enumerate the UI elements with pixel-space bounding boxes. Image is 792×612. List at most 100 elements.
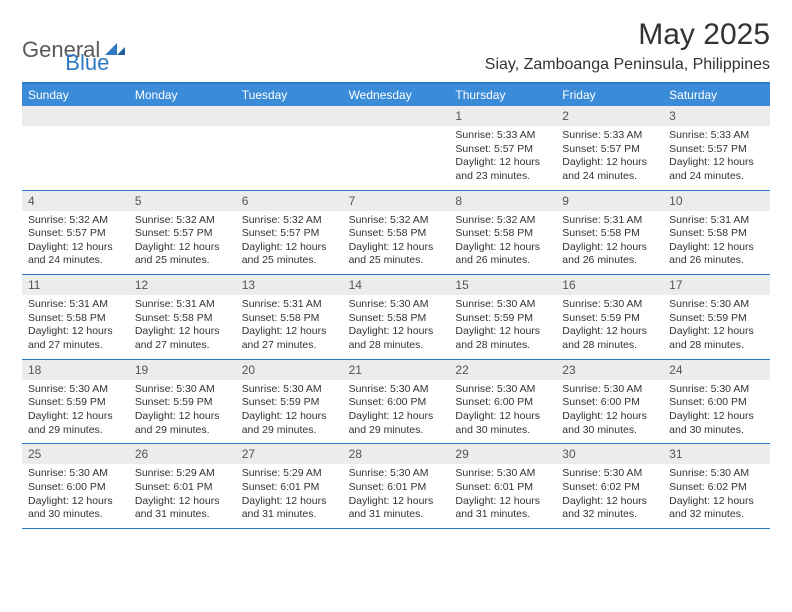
sunset-text: Sunset: 5:57 PM: [135, 227, 230, 241]
day-number: 12: [129, 275, 236, 295]
day-number: 30: [556, 444, 663, 464]
day-number-row: 3: [663, 106, 770, 126]
day-body: Sunrise: 5:32 AMSunset: 5:57 PMDaylight:…: [129, 211, 236, 275]
sunset-text: Sunset: 5:58 PM: [242, 312, 337, 326]
day-number: 10: [663, 191, 770, 211]
day-body: Sunrise: 5:30 AMSunset: 5:59 PMDaylight:…: [22, 380, 129, 444]
day-number: 20: [236, 360, 343, 380]
day-number-row: 12: [129, 275, 236, 295]
day-number: 29: [449, 444, 556, 464]
sunset-text: Sunset: 5:58 PM: [349, 312, 444, 326]
calendar-day-cell: 6Sunrise: 5:32 AMSunset: 5:57 PMDaylight…: [236, 191, 343, 275]
day-number-row: 10: [663, 191, 770, 211]
sunset-text: Sunset: 5:59 PM: [669, 312, 764, 326]
day-number-row: 25: [22, 444, 129, 464]
day-number: 16: [556, 275, 663, 295]
sunrise-text: Sunrise: 5:31 AM: [669, 214, 764, 228]
sunset-text: Sunset: 5:57 PM: [455, 143, 550, 157]
sunrise-text: Sunrise: 5:32 AM: [135, 214, 230, 228]
day-number: 27: [236, 444, 343, 464]
day-body: Sunrise: 5:32 AMSunset: 5:57 PMDaylight:…: [236, 211, 343, 275]
calendar-day-cell: 12Sunrise: 5:31 AMSunset: 5:58 PMDayligh…: [129, 275, 236, 359]
weekday-header: Sunday: [22, 84, 129, 106]
calendar-day-cell: 8Sunrise: 5:32 AMSunset: 5:58 PMDaylight…: [449, 191, 556, 275]
calendar-day-cell: 24Sunrise: 5:30 AMSunset: 6:00 PMDayligh…: [663, 360, 770, 444]
daylight-text: Daylight: 12 hours and 27 minutes.: [28, 325, 123, 352]
day-number-row: [343, 106, 450, 126]
calendar-day-cell: 5Sunrise: 5:32 AMSunset: 5:57 PMDaylight…: [129, 191, 236, 275]
weekday-header: Thursday: [449, 84, 556, 106]
header: General Blue May 2025 Siay, Zamboanga Pe…: [22, 18, 770, 76]
calendar-week-row: 11Sunrise: 5:31 AMSunset: 5:58 PMDayligh…: [22, 275, 770, 360]
sunset-text: Sunset: 6:00 PM: [349, 396, 444, 410]
sunrise-text: Sunrise: 5:30 AM: [669, 467, 764, 481]
sunset-text: Sunset: 6:00 PM: [562, 396, 657, 410]
sunrise-text: Sunrise: 5:30 AM: [28, 383, 123, 397]
daylight-text: Daylight: 12 hours and 31 minutes.: [455, 495, 550, 522]
day-number: 2: [556, 106, 663, 126]
day-number: 22: [449, 360, 556, 380]
title-block: May 2025 Siay, Zamboanga Peninsula, Phil…: [485, 18, 770, 74]
daylight-text: Daylight: 12 hours and 31 minutes.: [135, 495, 230, 522]
day-number: 4: [22, 191, 129, 211]
day-body: Sunrise: 5:30 AMSunset: 6:02 PMDaylight:…: [663, 464, 770, 528]
calendar-day-cell: 16Sunrise: 5:30 AMSunset: 5:59 PMDayligh…: [556, 275, 663, 359]
day-body: Sunrise: 5:29 AMSunset: 6:01 PMDaylight:…: [236, 464, 343, 528]
logo-word-2: Blue: [65, 50, 109, 76]
day-number-row: 15: [449, 275, 556, 295]
sunset-text: Sunset: 5:58 PM: [135, 312, 230, 326]
day-number-row: 14: [343, 275, 450, 295]
sunrise-text: Sunrise: 5:30 AM: [562, 383, 657, 397]
day-number: 3: [663, 106, 770, 126]
day-body: Sunrise: 5:33 AMSunset: 5:57 PMDaylight:…: [663, 126, 770, 190]
day-number-row: 26: [129, 444, 236, 464]
day-body: Sunrise: 5:31 AMSunset: 5:58 PMDaylight:…: [663, 211, 770, 275]
sunrise-text: Sunrise: 5:32 AM: [455, 214, 550, 228]
sunrise-text: Sunrise: 5:30 AM: [242, 383, 337, 397]
day-body: Sunrise: 5:32 AMSunset: 5:57 PMDaylight:…: [22, 211, 129, 275]
weekday-header: Friday: [556, 84, 663, 106]
calendar-day-cell: 2Sunrise: 5:33 AMSunset: 5:57 PMDaylight…: [556, 106, 663, 190]
day-body: Sunrise: 5:30 AMSunset: 5:59 PMDaylight:…: [663, 295, 770, 359]
day-number-row: 21: [343, 360, 450, 380]
day-number: 21: [343, 360, 450, 380]
day-number-row: 29: [449, 444, 556, 464]
sunrise-text: Sunrise: 5:30 AM: [455, 298, 550, 312]
weekday-header-row: Sunday Monday Tuesday Wednesday Thursday…: [22, 84, 770, 106]
day-number-row: 5: [129, 191, 236, 211]
day-number-row: 28: [343, 444, 450, 464]
sunrise-text: Sunrise: 5:33 AM: [455, 129, 550, 143]
day-body: Sunrise: 5:33 AMSunset: 5:57 PMDaylight:…: [556, 126, 663, 190]
daylight-text: Daylight: 12 hours and 29 minutes.: [28, 410, 123, 437]
sunrise-text: Sunrise: 5:29 AM: [242, 467, 337, 481]
daylight-text: Daylight: 12 hours and 25 minutes.: [242, 241, 337, 268]
sunrise-text: Sunrise: 5:31 AM: [28, 298, 123, 312]
day-number-row: 31: [663, 444, 770, 464]
sunset-text: Sunset: 5:58 PM: [28, 312, 123, 326]
daylight-text: Daylight: 12 hours and 28 minutes.: [562, 325, 657, 352]
logo: General Blue: [22, 18, 109, 76]
sunrise-text: Sunrise: 5:31 AM: [135, 298, 230, 312]
day-number: 8: [449, 191, 556, 211]
day-body: Sunrise: 5:32 AMSunset: 5:58 PMDaylight:…: [343, 211, 450, 275]
calendar-day-cell: 22Sunrise: 5:30 AMSunset: 6:00 PMDayligh…: [449, 360, 556, 444]
sunset-text: Sunset: 6:01 PM: [349, 481, 444, 495]
calendar-day-cell: 15Sunrise: 5:30 AMSunset: 5:59 PMDayligh…: [449, 275, 556, 359]
sunset-text: Sunset: 6:00 PM: [28, 481, 123, 495]
weekday-header: Saturday: [663, 84, 770, 106]
sunset-text: Sunset: 5:59 PM: [562, 312, 657, 326]
day-number: 18: [22, 360, 129, 380]
day-number-row: 20: [236, 360, 343, 380]
sunrise-text: Sunrise: 5:30 AM: [669, 298, 764, 312]
calendar-day-cell: 17Sunrise: 5:30 AMSunset: 5:59 PMDayligh…: [663, 275, 770, 359]
day-number-row: 13: [236, 275, 343, 295]
day-body: Sunrise: 5:31 AMSunset: 5:58 PMDaylight:…: [236, 295, 343, 359]
calendar-day-cell: [343, 106, 450, 190]
daylight-text: Daylight: 12 hours and 25 minutes.: [135, 241, 230, 268]
day-number: 19: [129, 360, 236, 380]
sunset-text: Sunset: 6:01 PM: [242, 481, 337, 495]
sunset-text: Sunset: 5:59 PM: [455, 312, 550, 326]
sunset-text: Sunset: 6:01 PM: [135, 481, 230, 495]
calendar-day-cell: 30Sunrise: 5:30 AMSunset: 6:02 PMDayligh…: [556, 444, 663, 528]
sunrise-text: Sunrise: 5:30 AM: [135, 383, 230, 397]
